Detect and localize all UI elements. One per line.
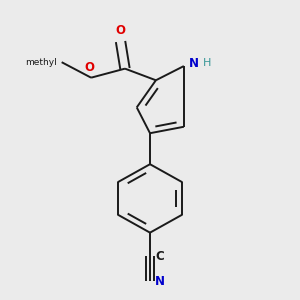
Text: H: H bbox=[203, 58, 212, 68]
Text: O: O bbox=[85, 61, 94, 74]
Text: O: O bbox=[116, 24, 126, 37]
Text: methyl: methyl bbox=[26, 58, 57, 67]
Text: N: N bbox=[155, 275, 165, 288]
Text: C: C bbox=[155, 250, 164, 263]
Text: N: N bbox=[189, 57, 199, 70]
